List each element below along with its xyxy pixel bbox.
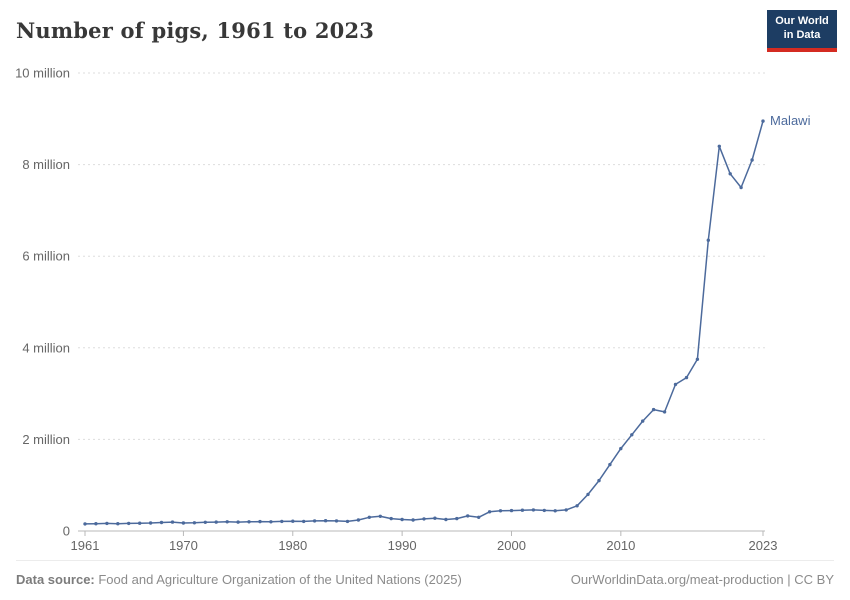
data-point	[422, 517, 426, 521]
data-point	[170, 520, 175, 524]
data-point	[334, 519, 339, 523]
data-line	[84, 120, 764, 525]
data-point	[302, 519, 306, 524]
x-tick-label: 1990	[388, 538, 417, 553]
y-tick-label: 4 million	[22, 340, 70, 355]
owid-logo-line1: Our World	[775, 15, 829, 27]
data-point	[542, 508, 546, 513]
y-tick-label: 0	[63, 524, 70, 539]
data-source-label: Data source:	[16, 571, 95, 587]
data-point	[214, 520, 218, 524]
data-point	[444, 517, 448, 522]
data-point	[312, 519, 317, 523]
data-point	[487, 510, 492, 514]
data-point	[466, 514, 470, 518]
data-point	[116, 522, 120, 526]
x-tick-label: 2000	[497, 538, 526, 553]
data-point	[608, 462, 612, 467]
data-source-text: Food and Agriculture Organization of the…	[94, 571, 462, 587]
data-point	[477, 515, 481, 519]
data-point	[159, 520, 164, 525]
data-point	[684, 375, 689, 380]
data-point	[706, 238, 710, 242]
data-point	[203, 520, 207, 524]
data-point	[564, 508, 568, 512]
credit-link[interactable]: OurWorldinData.org/meat-production | CC …	[570, 571, 834, 587]
data-point	[225, 520, 229, 524]
data-point	[247, 520, 251, 524]
x-tick-label: 2023	[749, 538, 778, 553]
data-point	[389, 516, 393, 521]
owid-logo-line2: in Data	[783, 28, 821, 41]
x-tick-label: 1970	[169, 538, 198, 553]
data-point	[323, 519, 328, 523]
data-point	[586, 492, 590, 497]
data-point	[531, 508, 536, 512]
data-point	[367, 515, 371, 519]
data-point	[520, 508, 525, 512]
x-tick-label: 1980	[278, 538, 307, 553]
data-point	[258, 519, 262, 524]
chart-title: Number of pigs, 1961 to 2023	[16, 18, 375, 43]
data-point	[717, 144, 721, 148]
data-point	[345, 519, 350, 524]
data-source: Data source: Food and Agriculture Organi…	[16, 572, 462, 587]
data-point	[148, 521, 153, 525]
data-point	[291, 519, 295, 523]
data-point	[673, 382, 678, 387]
data-point	[236, 520, 240, 524]
data-point	[695, 357, 700, 361]
data-point	[739, 185, 743, 190]
data-point	[356, 518, 361, 522]
data-point	[127, 521, 131, 526]
data-point	[269, 520, 273, 524]
data-point	[433, 516, 437, 520]
data-point	[498, 509, 503, 513]
y-tick-label: 8 million	[22, 157, 70, 172]
data-point	[400, 517, 404, 522]
entity-label: Malawi	[770, 113, 811, 128]
data-point	[83, 522, 87, 526]
data-point	[138, 521, 142, 525]
data-point	[761, 119, 765, 123]
x-tick-label: 1961	[71, 538, 100, 553]
owid-logo[interactable]: Our World in Data	[767, 10, 837, 52]
data-point	[662, 410, 667, 414]
data-point	[280, 519, 284, 524]
data-point	[641, 419, 645, 423]
x-tick-label: 2010	[606, 538, 635, 553]
chart-header: Number of pigs, 1961 to 2023 Our World i…	[16, 10, 837, 52]
data-point	[750, 158, 754, 162]
data-point	[378, 514, 382, 518]
y-tick-label: 6 million	[22, 249, 70, 264]
data-point	[181, 521, 186, 525]
data-point	[597, 478, 601, 483]
data-point	[630, 433, 634, 437]
line-chart: 0 2 million 4 million 6 million 8 million 10 …	[15, 66, 811, 554]
data-point	[509, 508, 514, 513]
data-point	[94, 522, 98, 526]
data-point	[575, 504, 579, 508]
data-point	[105, 521, 109, 526]
y-tick-label: 10 million	[15, 66, 70, 81]
chart-footer: Data source: Food and Agriculture Organi…	[16, 560, 834, 597]
data-point	[728, 172, 732, 176]
y-tick-label: 2 million	[22, 432, 70, 447]
data-point	[192, 521, 197, 525]
data-point	[455, 516, 459, 521]
data-point	[411, 518, 415, 522]
data-point	[651, 407, 656, 412]
data-point	[619, 446, 623, 451]
data-point	[553, 509, 557, 513]
